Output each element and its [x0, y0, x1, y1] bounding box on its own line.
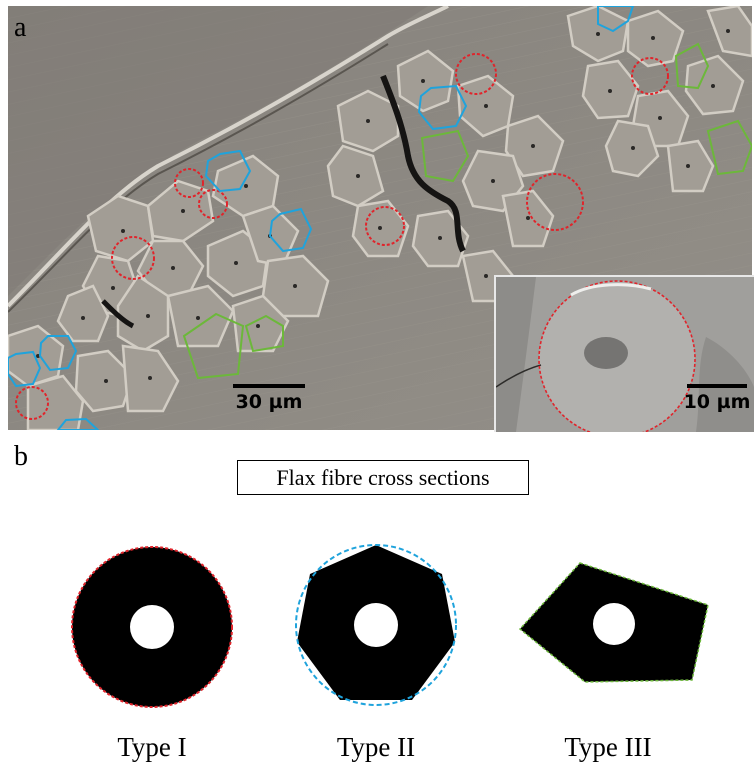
scale-bar-inset-line — [687, 384, 747, 388]
type1-label: Type I — [117, 732, 187, 762]
scale-bar-main: 30 µm — [230, 384, 308, 413]
type3-shape — [518, 562, 709, 683]
sem-inset-image: 10 µm — [494, 275, 754, 432]
type3-label: Type III — [564, 732, 652, 762]
type2-shape — [295, 544, 457, 706]
micrograph-svg — [8, 6, 752, 430]
micrograph-image: 30 µm — [8, 6, 752, 430]
panel-b-title: Flax fibre cross sections — [276, 464, 490, 490]
cross-section-shapes — [71, 544, 709, 708]
panel-b-title-box: Flax fibre cross sections — [237, 460, 529, 495]
scale-bar-inset: 10 µm — [681, 384, 753, 413]
scale-bar-main-label: 30 µm — [235, 391, 303, 413]
type2-label: Type II — [336, 732, 416, 762]
panel-a-label: a — [14, 12, 27, 43]
scale-bar-inset-label: 10 µm — [683, 391, 751, 413]
scale-bar-main-line — [233, 384, 305, 388]
type1-shape — [71, 546, 233, 708]
panel-b-label: b — [14, 441, 28, 472]
sem-inset-svg — [496, 277, 754, 432]
